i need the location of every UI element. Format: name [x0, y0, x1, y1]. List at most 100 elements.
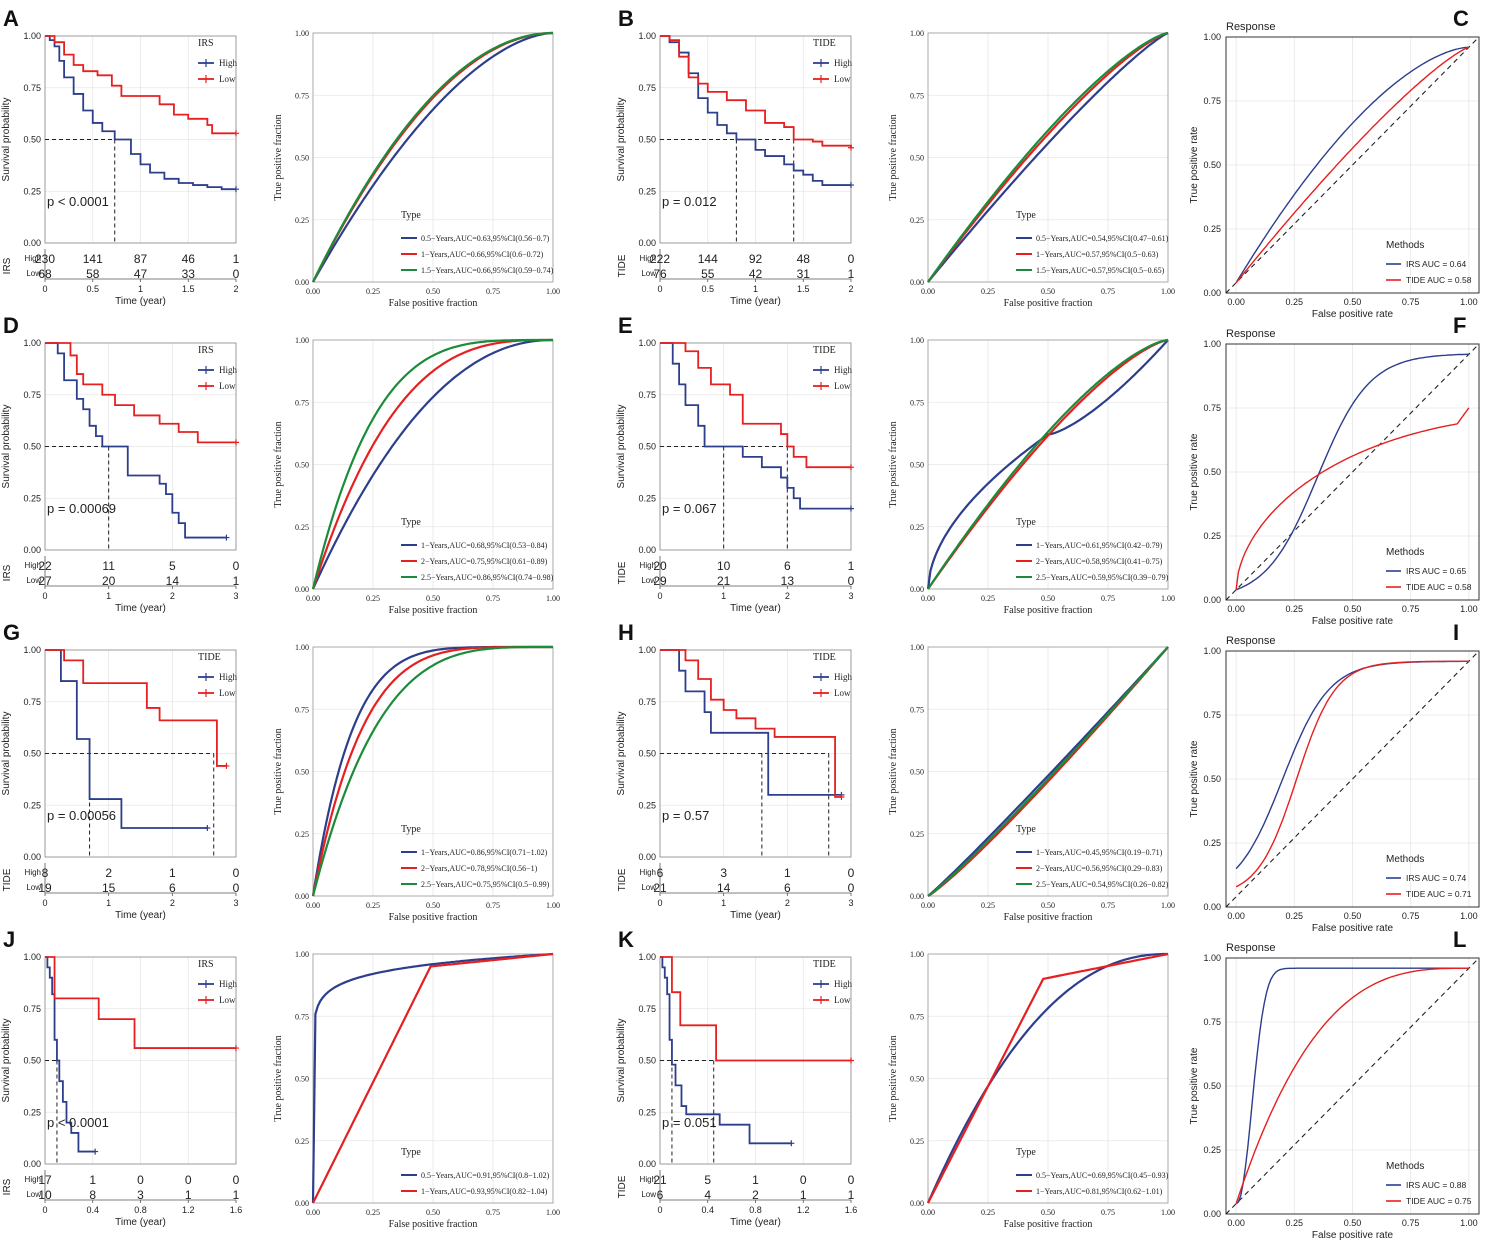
- x-tick-label: 1.2: [797, 1205, 810, 1215]
- x-axis-label: Time (year): [730, 296, 781, 307]
- y-tick-label: 0.50: [1203, 1081, 1221, 1091]
- p-value: p = 0.00069: [47, 501, 116, 516]
- y-tick-label: 0.25: [910, 1137, 924, 1146]
- x-tick-label: 0.75: [1402, 297, 1420, 307]
- legend-label: 2−Years,AUC=0.75,95%CI(0.61−0.89): [421, 557, 548, 566]
- risk-count-low: 6: [169, 881, 176, 895]
- legend-label: 1−Years,AUC=0.68,95%CI(0.53−0.84): [421, 541, 548, 550]
- risk-count-high: 21: [653, 1173, 667, 1187]
- panel-title: Response: [1226, 942, 1276, 954]
- p-value: p < 0.0001: [47, 1115, 109, 1130]
- x-tick-label: 0.50: [1344, 1218, 1362, 1228]
- plot-border: [312, 32, 554, 283]
- y-tick-label: 0.75: [638, 697, 656, 707]
- risk-count-high: 20: [653, 559, 667, 573]
- roc-panel-J: 0.000.00 0.25 0.25 0.50 0.50 0.75 0.75 1.00 1.00…: [273, 950, 560, 1230]
- y-axis-label: Survival probability: [1, 98, 12, 182]
- y-tick-label: 1.00: [295, 29, 309, 38]
- legend-label: 1.5−Years,AUC=0.57,95%CI(0.5−0.65): [1036, 266, 1165, 275]
- y-tick-label: 0.25: [638, 1107, 656, 1117]
- response-curve: [1235, 660, 1469, 888]
- x-tick-label: 1.00: [1161, 1208, 1175, 1217]
- y-axis-label: True positive fraction: [273, 114, 284, 200]
- legend-title: TIDE: [813, 959, 836, 970]
- x-axis-label: Time (year): [730, 910, 781, 921]
- risk-row-label: Low: [26, 269, 41, 278]
- x-tick-label: 0.00: [1227, 1218, 1245, 1228]
- panel-letter: E: [618, 313, 633, 338]
- x-tick-label: 0: [657, 591, 662, 601]
- legend-title: TIDE: [813, 345, 836, 356]
- legend-label: 1−Years,AUC=0.57,95%CI(0.5−0.63): [1036, 250, 1159, 259]
- x-tick-label: 0: [42, 1205, 47, 1215]
- y-tick-label: 1.00: [910, 29, 924, 38]
- x-tick-label: 2: [170, 591, 175, 601]
- risk-table-label: TIDE: [617, 868, 628, 891]
- risk-count-low: 13: [781, 574, 795, 588]
- response-panel-F: F Response 0.00 0.00 0.25 0.25 0.50 0.50 0.75 0.7…: [1189, 313, 1480, 627]
- x-tick-label: 0.50: [1344, 911, 1362, 921]
- km-curve-low: [45, 342, 236, 444]
- x-tick-label: 0.00: [921, 594, 935, 603]
- x-tick-label: 1: [106, 591, 111, 601]
- legend-label-low: Low: [219, 688, 236, 698]
- y-axis-label: Survival probability: [616, 405, 627, 489]
- response-curve: [1235, 353, 1469, 591]
- x-axis-label: Time (year): [115, 1217, 166, 1228]
- legend-label: TIDE AUC = 0.75: [1406, 1196, 1472, 1206]
- x-tick-label: 0.75: [1402, 1218, 1420, 1228]
- legend-label-high: High: [834, 979, 853, 989]
- risk-count-high: 5: [704, 1173, 711, 1187]
- x-tick-label: 0.75: [1101, 594, 1115, 603]
- y-axis-label: Survival probability: [1, 712, 12, 796]
- risk-row-label: Low: [641, 269, 656, 278]
- roc-panel-H: 0.000.00 0.25 0.25 0.50 0.50 0.75 0.75 1.00 1.00…: [888, 643, 1175, 923]
- y-tick-label: 0.50: [23, 1056, 41, 1066]
- km-curve-high: [45, 35, 236, 191]
- risk-count-low: 19: [38, 881, 52, 895]
- y-tick-label: 1.00: [23, 338, 41, 348]
- y-tick-label: 1.00: [1203, 953, 1221, 963]
- x-tick-label: 0.00: [1227, 297, 1245, 307]
- risk-count-low: 31: [797, 267, 811, 281]
- x-tick-label: 0.00: [306, 901, 320, 910]
- legend-label-low: Low: [219, 995, 236, 1005]
- x-tick-label: 0.25: [1286, 604, 1304, 614]
- y-tick-label: 0.50: [1203, 160, 1221, 170]
- legend-label-high: High: [834, 365, 853, 375]
- y-tick-label: 0.50: [23, 749, 41, 759]
- legend-title: TIDE: [813, 38, 836, 49]
- x-tick-label: 0.4: [86, 1205, 99, 1215]
- x-tick-label: 1.00: [1161, 901, 1175, 910]
- diagonal-reference: [1225, 36, 1480, 294]
- x-tick-label: 0.75: [486, 901, 500, 910]
- legend-label: 2−Years,AUC=0.78,95%CI(0.56−1): [421, 864, 538, 873]
- risk-count-high: 0: [848, 252, 855, 266]
- y-tick-label: 1.00: [910, 643, 924, 652]
- y-axis-label: True positive fraction: [273, 421, 284, 507]
- y-tick-label: 1.00: [23, 31, 41, 41]
- risk-count-low: 1: [233, 574, 240, 588]
- risk-count-low: 55: [701, 267, 715, 281]
- response-curve: [1235, 407, 1470, 590]
- roc-curve: [311, 952, 554, 1204]
- x-tick-label: 1.2: [182, 1205, 195, 1215]
- y-tick-label: 0.00: [23, 545, 41, 555]
- y-tick-label: 0.50: [1203, 774, 1221, 784]
- y-tick-label: 1.00: [910, 336, 924, 345]
- y-axis-label: True positive fraction: [273, 728, 284, 814]
- x-tick-label: 0.50: [426, 1208, 440, 1217]
- risk-table-label: TIDE: [617, 1175, 628, 1198]
- risk-count-high: 1: [169, 866, 176, 880]
- x-tick-label: 2: [785, 898, 790, 908]
- p-value: p = 0.012: [662, 194, 717, 209]
- y-tick-label: 1.00: [638, 645, 656, 655]
- y-tick-label: 0.25: [910, 830, 924, 839]
- risk-count-high: 144: [698, 252, 718, 266]
- risk-count-high: 0: [848, 1173, 855, 1187]
- x-axis-label: Time (year): [115, 296, 166, 307]
- risk-count-high: 10: [717, 559, 731, 573]
- x-tick-label: 0.75: [486, 287, 500, 296]
- risk-count-low: 21: [653, 881, 667, 895]
- risk-count-low: 15: [102, 881, 116, 895]
